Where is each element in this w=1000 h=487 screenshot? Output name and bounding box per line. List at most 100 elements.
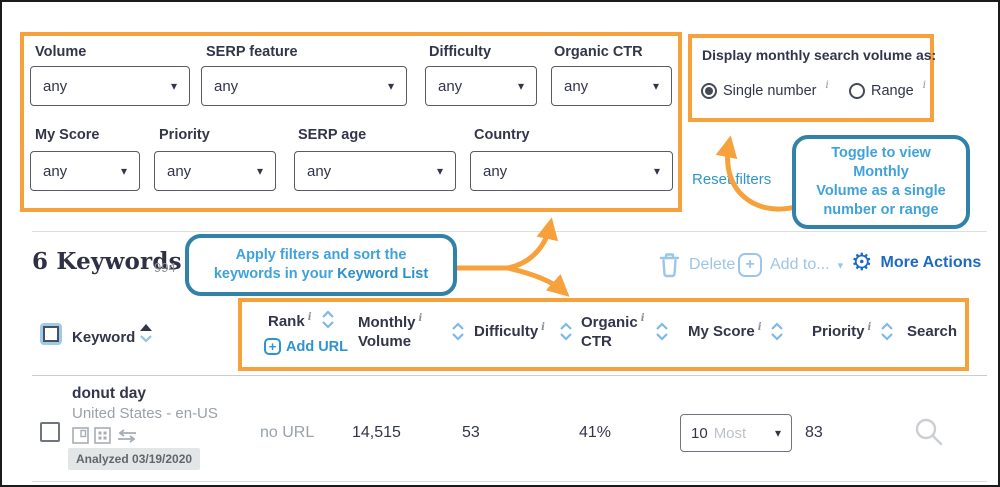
filters-annotation-box — [20, 32, 682, 212]
toggle-callout-line1: Toggle to view Monthly — [831, 144, 931, 180]
filter-label-organic-ctr: Organic CTR — [554, 44, 643, 60]
my-score-option: Most — [713, 424, 747, 442]
sort-keyword-icon[interactable] — [138, 322, 154, 344]
reset-filters-link[interactable]: Reset filters — [692, 171, 772, 188]
info-icon[interactable]: i — [922, 79, 926, 91]
plus-icon: + — [264, 338, 281, 355]
chevron-down-icon: ▾ — [387, 79, 394, 93]
toggle-callout-line3: number or range — [823, 202, 939, 219]
display-volume-annotation-box — [688, 34, 934, 122]
filter-label-serp-age: SERP age — [298, 127, 367, 143]
plus-icon: + — [738, 253, 762, 277]
filter-value-my-score: any — [43, 162, 68, 180]
arrow-apply-up-icon — [451, 217, 559, 271]
grid-icon[interactable] — [94, 427, 111, 444]
my-score-select[interactable]: 10 Most ▾ — [680, 414, 792, 452]
info-icon[interactable]: i — [867, 322, 872, 333]
filter-value-organic-ctr: any — [564, 77, 589, 95]
radio-range-label: Range — [871, 83, 914, 99]
my-score-value: 10 — [691, 424, 708, 442]
sort-priority-icon[interactable] — [879, 321, 895, 343]
filter-select-serp-feature[interactable]: any ▾ — [201, 66, 407, 106]
filter-select-my-score[interactable]: any ▾ — [30, 151, 140, 191]
sort-my-score-icon[interactable] — [769, 321, 785, 343]
chevron-down-icon: ▾ — [120, 164, 127, 178]
info-icon[interactable]: i — [541, 322, 545, 333]
info-icon[interactable]: i — [307, 312, 312, 323]
filter-select-difficulty[interactable]: any ▾ — [425, 66, 537, 106]
filter-label-difficulty: Difficulty — [429, 44, 492, 60]
info-icon[interactable]: i — [757, 322, 762, 333]
apply-callout-line2: keywords in your Keyword List — [213, 266, 429, 282]
chevron-down-icon: ▾ — [774, 426, 781, 440]
table-divider — [32, 375, 987, 376]
apply-filters-callout: Apply filters and sort the keywords in y… — [185, 234, 457, 296]
radio-single-number[interactable]: Single number i — [701, 79, 829, 99]
row-rank-value: no URL — [260, 424, 315, 441]
filter-select-organic-ctr[interactable]: any ▾ — [551, 66, 672, 106]
filter-label-my-score: My Score — [35, 127, 100, 143]
search-icon[interactable] — [914, 417, 944, 447]
filter-value-serp-age: any — [307, 162, 332, 180]
apply-callout-bold: Keyword List — [337, 266, 429, 282]
keyword-count-detail: 994 — [154, 260, 176, 275]
info-icon[interactable]: i — [640, 313, 645, 324]
filter-select-volume[interactable]: any ▾ — [30, 66, 190, 106]
row-keyword[interactable]: donut day — [72, 385, 147, 402]
row-monthly-volume: 14,515 — [352, 424, 401, 441]
column-header-organic-ctr: Organic i CTR — [581, 313, 645, 350]
row-priority: 83 — [805, 424, 823, 441]
arrow-apply-down-icon — [505, 265, 570, 297]
chevron-down-icon: ▾ — [436, 164, 443, 178]
chevron-down-icon: ▾ — [256, 164, 263, 178]
sort-rank-icon[interactable] — [320, 309, 336, 331]
report-layout-icon[interactable] — [72, 427, 89, 444]
toggle-callout: Toggle to view Monthly Volume as a singl… — [792, 135, 970, 229]
chevron-down-icon: ▾ — [653, 164, 660, 178]
column-header-keyword: Keyword — [72, 329, 136, 346]
filter-select-priority[interactable]: any ▾ — [154, 151, 276, 191]
toggle-callout-line2: Volume as a single — [816, 183, 946, 199]
radio-single-number-label: Single number — [723, 83, 817, 99]
apply-callout-line1: Apply filters and sort the — [235, 246, 407, 263]
filter-value-difficulty: any — [438, 77, 463, 95]
more-actions-button[interactable]: ⚙ More Actions — [851, 251, 981, 275]
radio-unselected-icon[interactable] — [849, 83, 865, 99]
column-header-monthly-volume: Monthly i Volume — [358, 313, 423, 350]
filter-select-country[interactable]: any ▾ — [470, 151, 673, 191]
row-organic-ctr: 41% — [579, 424, 612, 441]
chevron-down-icon: ▾ — [517, 79, 524, 93]
select-all-checkbox[interactable] — [40, 323, 62, 345]
analyzed-badge: Analyzed 03/19/2020 — [68, 448, 201, 470]
sort-monthly-volume-icon[interactable] — [450, 321, 466, 343]
column-header-my-score: My Score i — [688, 322, 762, 340]
chevron-down-icon: ▾ — [652, 79, 659, 93]
trash-icon — [659, 253, 680, 278]
info-icon[interactable]: i — [418, 313, 423, 324]
filter-value-volume: any — [43, 77, 68, 95]
info-icon[interactable]: i — [825, 79, 829, 91]
filter-label-country: Country — [474, 127, 530, 143]
sort-difficulty-icon[interactable] — [558, 321, 574, 343]
radio-selected-icon[interactable] — [701, 83, 717, 99]
filter-select-serp-age[interactable]: any ▾ — [294, 151, 456, 191]
add-url-label: Add URL — [286, 338, 349, 355]
sort-organic-ctr-icon[interactable] — [654, 321, 670, 343]
section-divider — [32, 231, 987, 232]
column-header-difficulty: Difficulty i — [474, 322, 545, 340]
filter-label-serp-feature: SERP feature — [206, 44, 298, 60]
add-to-button[interactable]: + Add to... ▾ — [738, 253, 843, 277]
compare-arrows-icon[interactable] — [116, 428, 138, 444]
filter-value-country: any — [483, 162, 508, 180]
row-checkbox[interactable] — [40, 422, 60, 442]
table-header-annotation-box — [238, 298, 969, 371]
column-header-search: Search — [907, 323, 958, 340]
gear-icon: ⚙ — [851, 249, 873, 276]
keyword-count-title: 6 Keywords — [32, 248, 182, 275]
chevron-down-icon: ▾ — [170, 79, 177, 93]
delete-button[interactable]: Delete — [658, 251, 735, 279]
chevron-down-icon: ▾ — [837, 259, 844, 272]
add-url-button[interactable]: + Add URL — [264, 338, 348, 355]
radio-range[interactable]: Range i — [849, 79, 926, 99]
